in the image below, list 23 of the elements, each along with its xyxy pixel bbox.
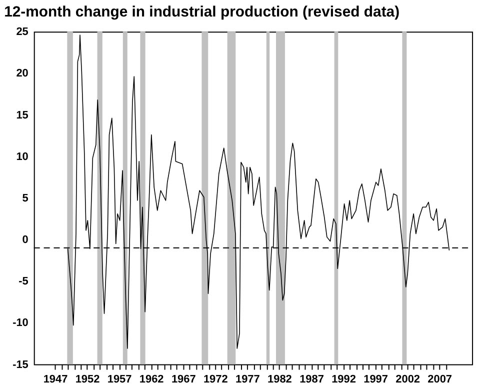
y-tick-label: 20 (16, 68, 28, 80)
x-tick-label: 1992 (332, 374, 356, 386)
x-tick-label: 2007 (428, 374, 452, 386)
x-tick-label: 1952 (75, 374, 100, 386)
y-tick-label: 15 (16, 109, 28, 122)
x-tick-label: 2002 (396, 374, 420, 386)
y-tick-label: 10 (16, 150, 28, 163)
x-tick-label: 1962 (139, 374, 164, 386)
y-tick-label: 25 (16, 26, 28, 38)
y-tick-label: -5 (18, 276, 28, 288)
y-tick-label: -10 (12, 317, 28, 330)
y-tick-label: 0 (22, 234, 28, 246)
x-tick-label: 1977 (236, 374, 260, 386)
y-tick-label: -15 (12, 358, 28, 371)
x-tick-label: 1982 (268, 374, 292, 386)
y-tick-label: 5 (22, 192, 28, 204)
x-tick-label: 1997 (364, 374, 388, 386)
x-tick-label: 1972 (203, 374, 228, 386)
x-tick-label: 1957 (107, 374, 132, 386)
x-tick-label: 1967 (171, 374, 196, 386)
x-tick-label: 1947 (43, 374, 68, 386)
chart-title: 12-month change in industrial production (revised data) (4, 4, 400, 21)
x-tick-label: 1987 (300, 374, 324, 386)
